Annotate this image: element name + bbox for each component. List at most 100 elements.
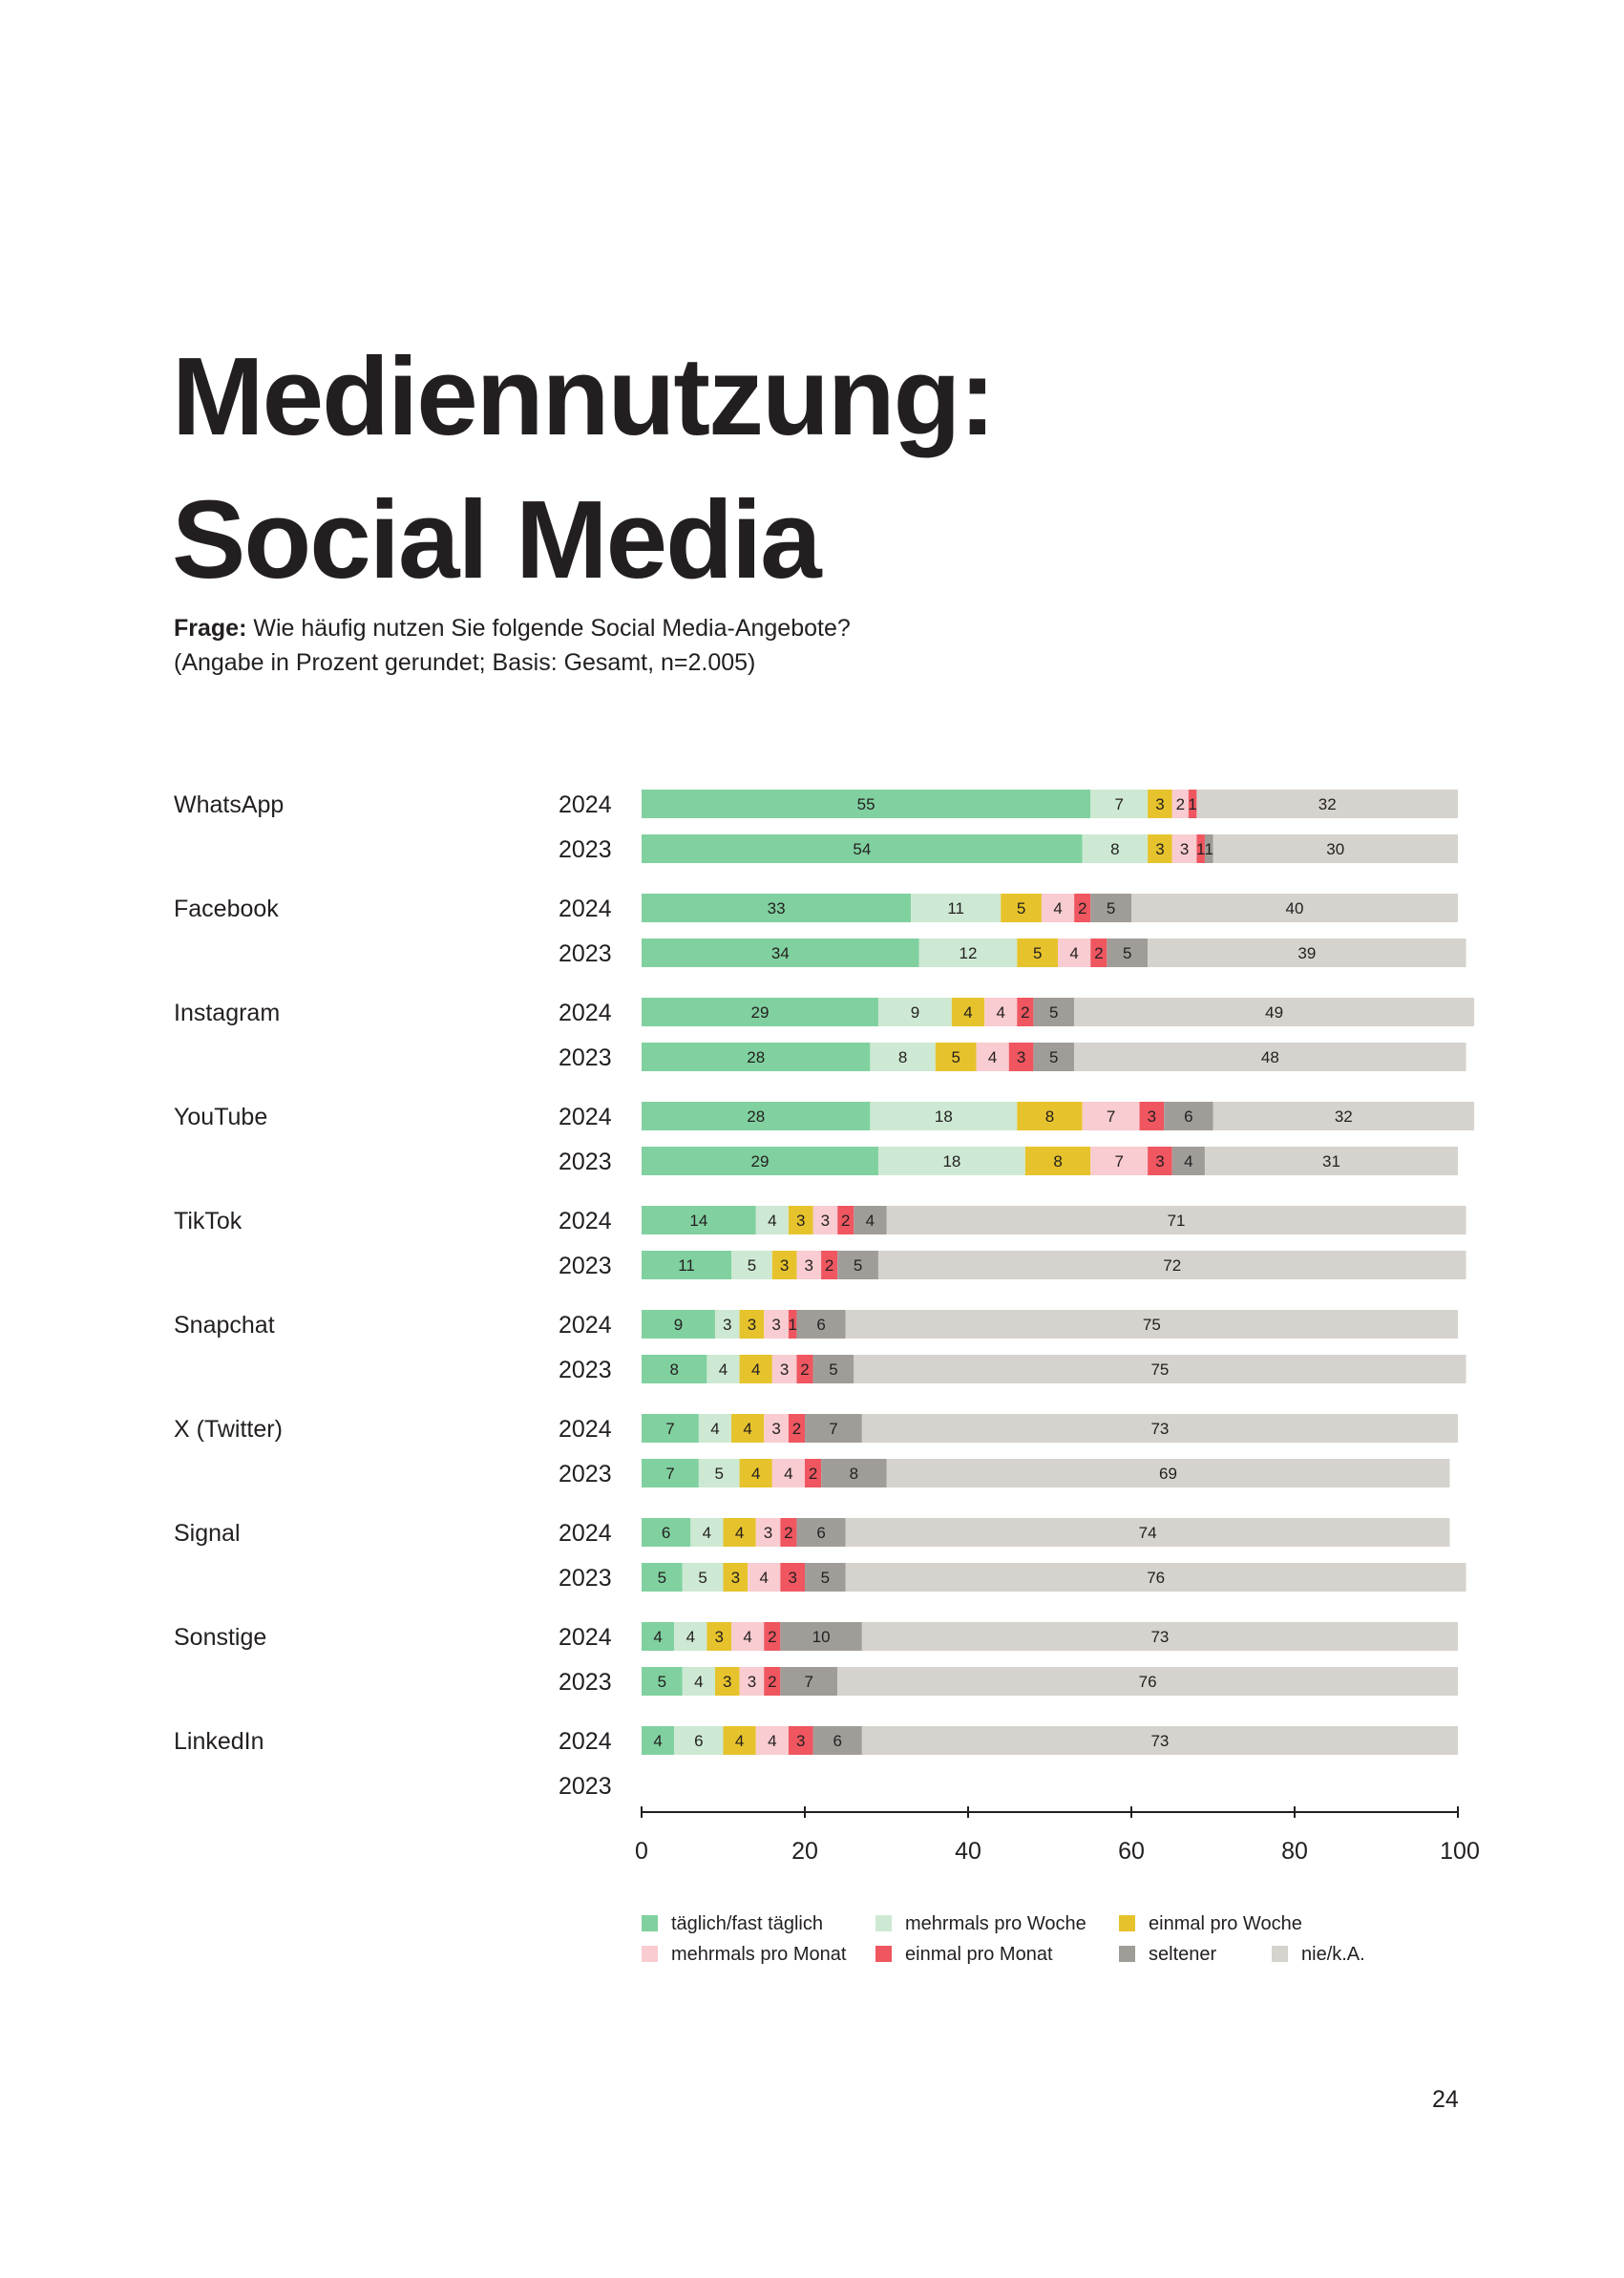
data-label: 2 — [825, 1256, 833, 1275]
bar-segment-rarely — [1090, 894, 1131, 922]
bar-segment-several_month — [796, 1251, 822, 1279]
bar-segment-once_week — [771, 1251, 797, 1279]
bar-segment-several_week — [918, 939, 1018, 967]
data-label: 10 — [812, 1628, 831, 1646]
legend-label: seltener — [1149, 1944, 1217, 1965]
data-label: 3 — [1148, 1107, 1156, 1126]
year-label: 2023 — [559, 1669, 612, 1696]
data-label: 4 — [743, 1628, 751, 1646]
bar-segment-several_month — [1041, 894, 1075, 922]
data-label: 2 — [809, 1465, 817, 1483]
year-label: 2024 — [559, 791, 612, 818]
data-label: 8 — [850, 1465, 858, 1483]
legend-swatch — [1272, 1946, 1288, 1962]
year-label: 2023 — [559, 1149, 612, 1175]
data-label: 8 — [1110, 840, 1119, 858]
bar-segment-never — [845, 1563, 1466, 1592]
data-label: 5 — [829, 1360, 837, 1379]
bar-segment-several_week — [698, 1459, 740, 1487]
data-label: 6 — [662, 1524, 670, 1542]
data-label: 7 — [1107, 1107, 1115, 1126]
data-label: 2 — [1176, 795, 1185, 813]
bar-segment-rarely — [1033, 998, 1075, 1026]
bar-segment-rarely — [805, 1563, 846, 1592]
bar-segment-once_week — [731, 1414, 765, 1443]
data-label: 4 — [963, 1003, 972, 1022]
bar-segment-several_week — [698, 1414, 732, 1443]
data-label: 73 — [1150, 1420, 1169, 1438]
bar-segment-rarely — [780, 1622, 862, 1651]
bar-segment-several_week — [682, 1563, 724, 1592]
data-label: 3 — [821, 1212, 830, 1230]
bar-segment-never — [861, 1414, 1458, 1443]
year-label: 2024 — [559, 1728, 612, 1755]
data-label: 8 — [1053, 1152, 1062, 1171]
data-label: 18 — [942, 1152, 960, 1171]
year-label: 2023 — [559, 836, 612, 863]
bar-segment-daily — [642, 790, 1091, 818]
platform-label-tiktok: TikTok — [174, 1208, 243, 1234]
bar-segment-daily — [642, 1459, 699, 1487]
legend-item-once_month: einmal pro Monat — [875, 1944, 1053, 1966]
data-label: 3 — [1017, 1048, 1025, 1066]
data-label: 3 — [1155, 795, 1164, 813]
data-label: 3 — [714, 1628, 723, 1646]
bar-segment-once_month — [780, 1518, 797, 1547]
legend-label: einmal pro Woche — [1149, 1913, 1302, 1934]
title-line-1: Mediennutzung: — [172, 334, 996, 458]
data-label: 3 — [1155, 1152, 1164, 1171]
data-label: 7 — [665, 1465, 674, 1483]
data-label: 8 — [898, 1048, 907, 1066]
data-label: 4 — [768, 1212, 776, 1230]
legend-swatch — [875, 1915, 892, 1931]
bar-segment-never — [1074, 998, 1475, 1026]
bar-segment-several_week — [1082, 834, 1149, 863]
data-label: 5 — [698, 1569, 707, 1587]
year-label: 2023 — [559, 1044, 612, 1071]
data-label: 3 — [731, 1569, 740, 1587]
data-label: 3 — [748, 1316, 756, 1334]
data-label: 2 — [800, 1360, 809, 1379]
data-label: 5 — [658, 1673, 666, 1691]
platform-label-whatsapp: WhatsApp — [174, 791, 284, 818]
bar-segment-rarely — [805, 1414, 862, 1443]
bar-segment-once_week — [739, 1459, 772, 1487]
year-label: 2024 — [559, 1000, 612, 1026]
x-tick-label: 80 — [1281, 1838, 1308, 1865]
bar-segment-several_month — [764, 1310, 789, 1339]
year-label: 2024 — [559, 1624, 612, 1651]
bar-segment-once_week — [1024, 1147, 1091, 1175]
data-label: 3 — [748, 1673, 756, 1691]
bar-segment-rarely — [780, 1667, 838, 1696]
bar-segment-never — [1074, 1043, 1466, 1071]
bar-segment-rarely — [812, 1355, 854, 1383]
data-label: 3 — [1155, 840, 1164, 858]
data-label: 4 — [719, 1360, 728, 1379]
data-label: 4 — [653, 1628, 662, 1646]
data-label: 2 — [792, 1420, 801, 1438]
bar-segment-several_month — [755, 1726, 789, 1755]
legend-label: mehrmals pro Woche — [905, 1913, 1086, 1934]
bar-segment-once_month — [1008, 1043, 1034, 1071]
bar-segment-never — [1148, 939, 1466, 967]
data-label: 2 — [1094, 944, 1103, 962]
bar-segment-once_month — [780, 1563, 805, 1592]
data-label: 9 — [674, 1316, 683, 1334]
data-label: 2 — [841, 1212, 850, 1230]
year-label: 2023 — [559, 1773, 612, 1800]
data-label: 3 — [788, 1569, 796, 1587]
platform-label-facebook: Facebook — [174, 896, 279, 922]
bar-segment-daily — [642, 1206, 756, 1234]
data-label: 54 — [853, 840, 871, 858]
question-block: Frage: Wie häufig nutzen Sie folgende So… — [174, 611, 851, 680]
data-label: 4 — [784, 1465, 792, 1483]
data-label: 5 — [854, 1256, 862, 1275]
data-label: 30 — [1326, 840, 1344, 858]
question-label: Frage: — [174, 615, 247, 642]
legend-item-rarely: seltener — [1119, 1944, 1216, 1966]
bar-segment-once_month — [1074, 894, 1091, 922]
legend-label: nie/k.A. — [1301, 1944, 1365, 1965]
data-label: 73 — [1150, 1628, 1169, 1646]
platform-label-snapchat: Snapchat — [174, 1312, 275, 1339]
